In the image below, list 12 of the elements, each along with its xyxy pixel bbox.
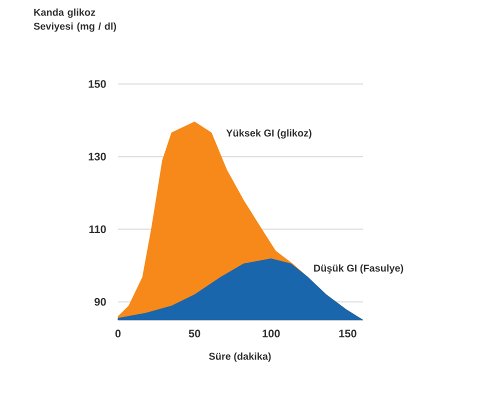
y-tick-label: 110 [89, 225, 106, 234]
y-tick-label: 150 [88, 80, 106, 88]
x-tick-label: 0 [115, 330, 121, 338]
x-tick-label: 50 [188, 330, 200, 338]
x-tick-label: 150 [339, 330, 356, 338]
x-tick-label: 100 [262, 330, 280, 338]
y-tick-label: 130 [88, 152, 106, 161]
y-axis-title: Kanda glikoz Seviyesi (mg / dl) [34, 8, 116, 32]
y-tick-label: 90 [94, 298, 106, 306]
series-label: Düşük GI (Fasulye) [314, 264, 404, 274]
x-axis-title: Süre (dakika) [209, 352, 271, 362]
series-label: Yüksek GI (glikoz) [226, 129, 312, 139]
